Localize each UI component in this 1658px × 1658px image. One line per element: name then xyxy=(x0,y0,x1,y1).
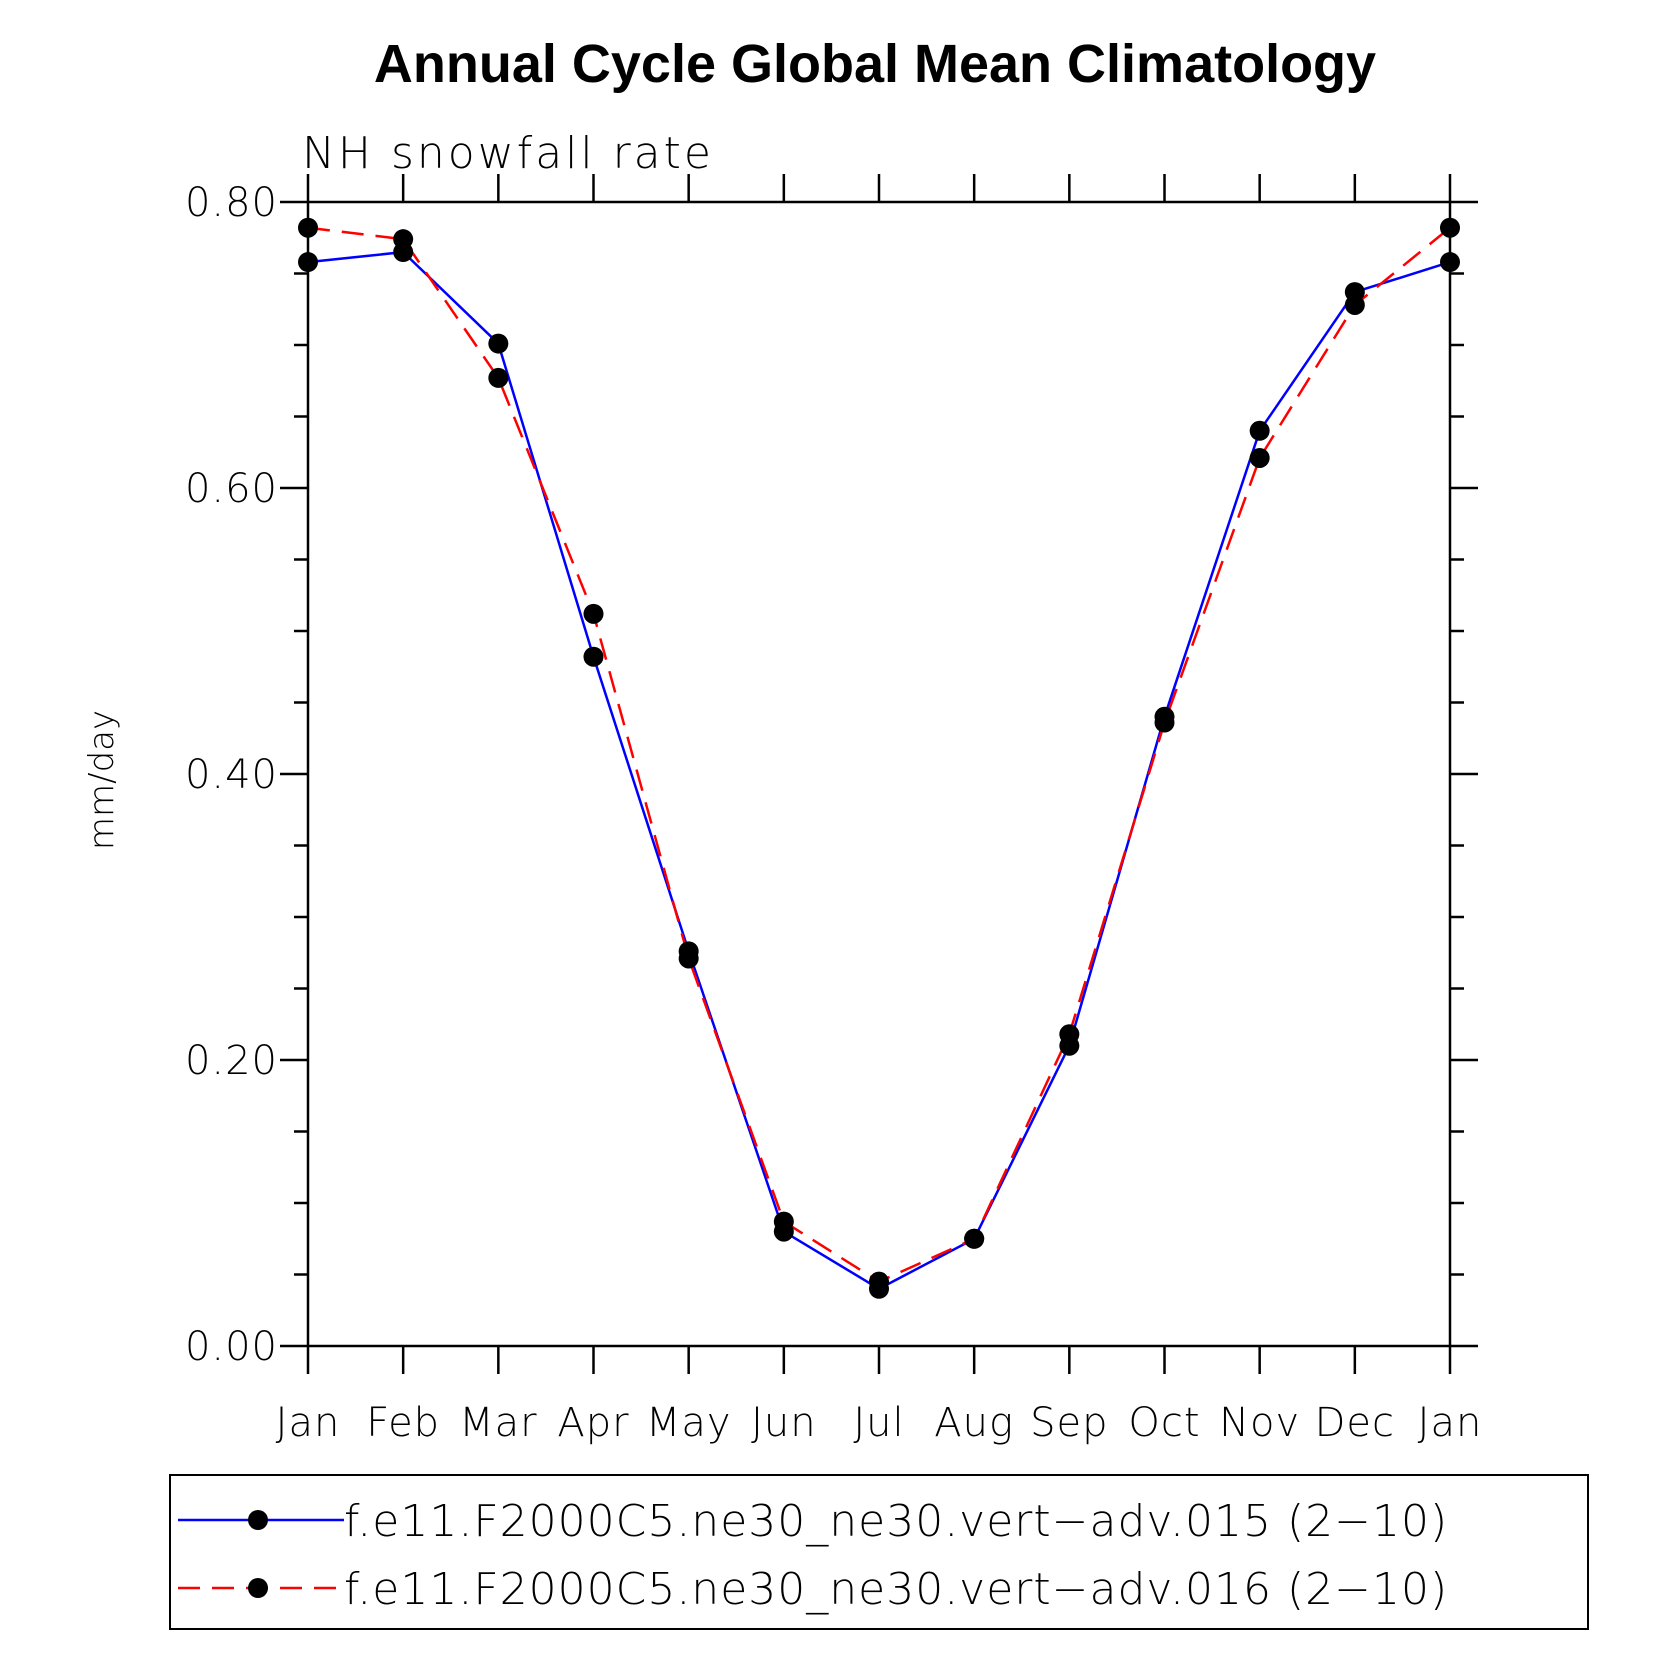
x-tick-label: Jan xyxy=(1418,1400,1483,1446)
series-2-point xyxy=(964,1228,985,1249)
series-2-point xyxy=(583,603,604,624)
series-2-point xyxy=(1154,712,1175,733)
series-2-point xyxy=(773,1211,794,1232)
x-tick-label: Mar xyxy=(459,1400,537,1446)
y-tick-label: 0.80 xyxy=(185,180,278,226)
legend-box xyxy=(169,1474,1589,1630)
y-tick-label: 0.00 xyxy=(185,1324,278,1370)
series-2-point xyxy=(678,948,699,969)
chart-subtitle: NH snowfall rate xyxy=(302,128,714,179)
x-tick-label: Apr xyxy=(557,1400,629,1446)
chart-title: Annual Cycle Global Mean Climatology xyxy=(374,34,1376,94)
legend-entry-1: f.e11.F2000C5.ne30_ne30.vert−adv.015 (2−… xyxy=(178,1496,1448,1547)
series-2-point xyxy=(298,217,318,238)
legend-label-2: f.e11.F2000C5.ne30_ne30.vert−adv.016 (2−… xyxy=(344,1564,1448,1615)
x-tick-label: Sep xyxy=(1030,1400,1108,1446)
series-1-point xyxy=(488,333,509,354)
axis-ticks xyxy=(280,174,1478,1374)
series-2-point xyxy=(488,367,509,388)
legend-label-1: f.e11.F2000C5.ne30_ne30.vert−adv.015 (2−… xyxy=(344,1496,1448,1547)
legend-marker-2 xyxy=(248,1578,268,1598)
series-line-2 xyxy=(307,226,1451,1284)
x-tick-label: May xyxy=(646,1400,732,1446)
series-2-point xyxy=(1440,217,1460,238)
series-2-point xyxy=(1344,294,1365,315)
series-1-point xyxy=(1249,420,1270,441)
series-1-point xyxy=(1440,252,1460,273)
x-tick-label: Jun xyxy=(751,1400,817,1446)
series-group xyxy=(298,217,1460,1299)
x-tick-labels: Jan Feb Mar Apr May Jun Jul Aug Sep Oct Nov Dec Jan xyxy=(276,1400,1483,1446)
x-tick-label: Jul xyxy=(853,1400,904,1446)
x-tick-label: Feb xyxy=(366,1400,440,1446)
series-2-point xyxy=(1249,447,1270,468)
y-tick-label: 0.20 xyxy=(185,1038,278,1084)
x-tick-label: Oct xyxy=(1128,1400,1200,1446)
legend-marker-1 xyxy=(248,1510,268,1530)
legend-entry-2: f.e11.F2000C5.ne30_ne30.vert−adv.016 (2−… xyxy=(178,1564,1448,1615)
y-tick-label: 0.60 xyxy=(185,466,278,512)
x-tick-label: Aug xyxy=(934,1400,1014,1446)
series-2-point xyxy=(393,229,414,250)
y-tick-label: 0.40 xyxy=(185,752,278,798)
series-2-point xyxy=(869,1271,889,1292)
series-line-1 xyxy=(307,250,1451,1291)
y-axis-label: mm/day xyxy=(82,710,122,850)
x-tick-label: Dec xyxy=(1315,1400,1395,1446)
y-tick-labels: 0.00 0.20 0.40 0.60 0.80 xyxy=(185,180,278,1370)
series-1-point xyxy=(583,646,604,667)
plot-frame xyxy=(306,200,1452,1348)
x-tick-label: Jan xyxy=(276,1400,341,1446)
x-tick-label: Nov xyxy=(1219,1400,1300,1446)
series-1-point xyxy=(298,252,318,273)
series-2-point xyxy=(1059,1024,1080,1045)
